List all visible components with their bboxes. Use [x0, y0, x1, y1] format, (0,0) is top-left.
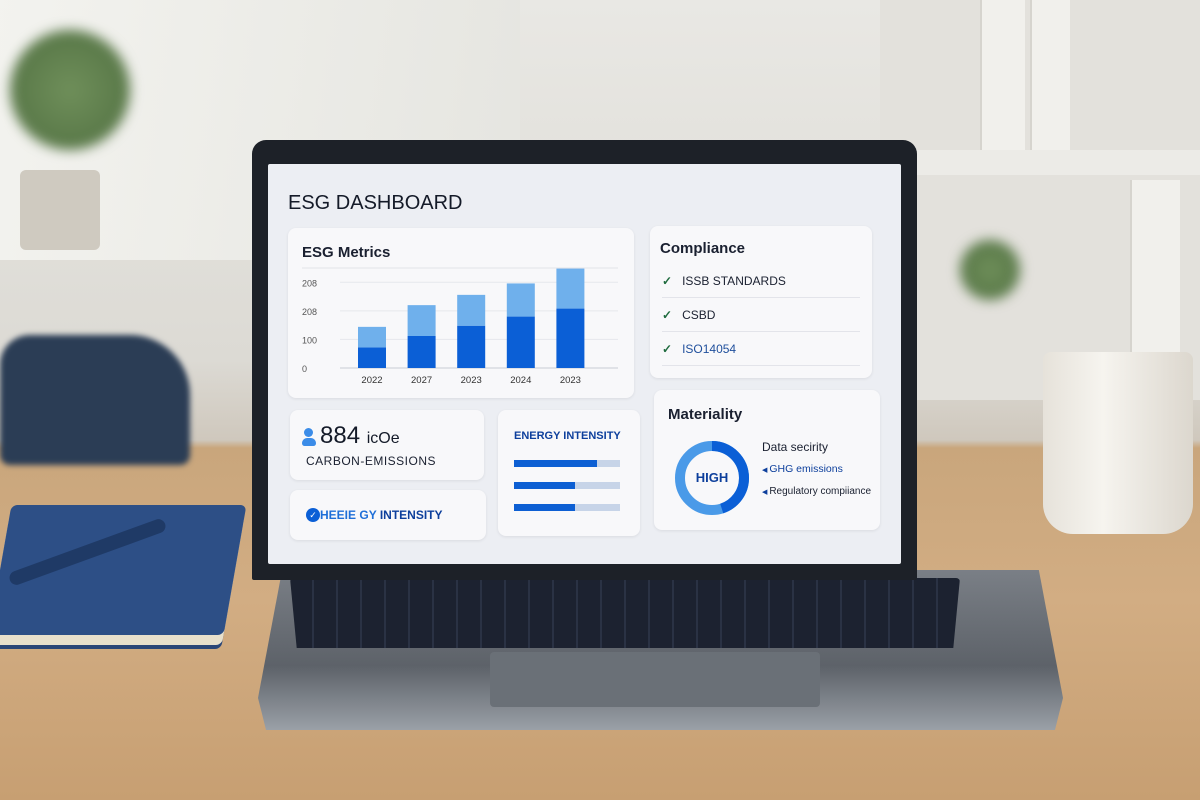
carbon-emissions-card: 884 icOe CARBON-EMISSIONS	[290, 410, 484, 480]
compliance-card: Compliance ✓ ISSB STANDARDS ✓ CSBD ✓ ISO14054	[650, 226, 872, 378]
bar-segment	[358, 326, 386, 348]
check-icon: ✓	[662, 341, 673, 356]
x-tick-label: 2027	[411, 375, 432, 386]
y-tick-label: 0	[302, 364, 307, 374]
esg-metrics-card: ESG Metrics 0 100 208 208 2022 2027 2023 2024 20…	[288, 228, 634, 398]
energy-intensity-badge: ✓ HEEIE GY INTENSITY	[290, 490, 486, 540]
compliance-item: ✓ ISO14054	[662, 332, 860, 366]
y-tick-label: 208	[302, 307, 317, 317]
carbon-unit: icOe	[366, 430, 400, 447]
bar-segment	[358, 347, 386, 368]
small-plant	[960, 240, 1020, 300]
x-tick-label: 2022	[361, 375, 382, 386]
y-tick-label: 100	[302, 335, 317, 345]
plant	[10, 30, 130, 150]
bar-segment	[407, 305, 436, 336]
bookshelf	[880, 0, 1200, 400]
carbon-value: 884	[320, 422, 361, 449]
materiality-item: ◀ GHG emissions	[762, 463, 843, 475]
bar-segment	[556, 268, 585, 309]
coffee-mug	[1043, 352, 1193, 534]
card-title: ENERGY INTENSITY	[514, 430, 621, 442]
materiality-level: HIGH	[695, 470, 729, 485]
materiality-card: Materiality HIGH Data secirity ◀ GHG emi…	[654, 390, 880, 530]
check-icon: ✓	[662, 273, 673, 288]
keyboard	[290, 578, 960, 648]
check-icon: ✓	[662, 307, 673, 322]
materiality-item: Data secirity	[762, 440, 829, 454]
person-icon	[302, 428, 316, 446]
energy-bar	[514, 482, 620, 489]
carbon-label: CARBON-EMISSIONS	[306, 454, 437, 468]
planter	[20, 170, 100, 250]
materiality-item: ◀ Regulatory compiiance	[762, 486, 872, 497]
trackpad[interactable]	[490, 652, 820, 707]
energy-intensity-card: ENERGY INTENSITY	[498, 410, 640, 536]
bar-segment	[407, 336, 436, 368]
check-circle-icon: ✓	[306, 508, 320, 522]
page-title: ESG DASHBOARD	[288, 192, 463, 214]
bar-segment	[457, 294, 486, 326]
bar-segment	[457, 325, 486, 368]
card-title: ESG Metrics	[302, 244, 391, 261]
badge-text: GY	[359, 508, 377, 522]
x-tick-label: 2024	[510, 375, 531, 386]
energy-bar	[514, 460, 620, 467]
screen: ESG DASHBOARD ESG Metrics 0 100 208 208 2022…	[268, 164, 901, 564]
x-tick-label: 2023	[560, 375, 581, 386]
energy-bar	[514, 504, 620, 511]
bar-segment	[506, 283, 535, 317]
compliance-item: ✓ ISSB STANDARDS	[662, 264, 860, 298]
x-tick-label: 2023	[461, 375, 482, 386]
badge-text: INTENSITY	[379, 508, 443, 522]
chair	[0, 335, 190, 465]
materiality-donut	[675, 441, 749, 515]
y-tick-label: 208	[302, 278, 317, 288]
card-title: Compliance	[660, 240, 746, 257]
bar-segment	[506, 316, 535, 368]
compliance-item: ✓ CSBD	[662, 298, 860, 332]
badge-text: HEEIE	[320, 508, 357, 522]
card-title: Materiality	[668, 406, 743, 423]
bar-chart: 0 100 208 208 2022 2027 2023 2024 2023	[302, 267, 618, 386]
bar-segment	[556, 308, 585, 368]
